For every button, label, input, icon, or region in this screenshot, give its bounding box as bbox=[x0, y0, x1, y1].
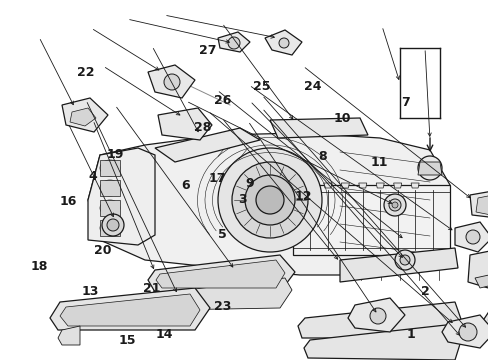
Circle shape bbox=[256, 186, 284, 214]
Text: 13: 13 bbox=[81, 285, 99, 298]
Polygon shape bbox=[454, 222, 488, 252]
Polygon shape bbox=[58, 326, 80, 345]
Polygon shape bbox=[100, 160, 120, 176]
Text: 23: 23 bbox=[213, 300, 231, 312]
Polygon shape bbox=[358, 183, 366, 188]
Polygon shape bbox=[100, 180, 120, 196]
Text: 21: 21 bbox=[142, 282, 160, 294]
Circle shape bbox=[383, 194, 405, 216]
Polygon shape bbox=[323, 183, 331, 188]
Circle shape bbox=[458, 323, 476, 341]
Polygon shape bbox=[393, 183, 401, 188]
Circle shape bbox=[218, 148, 321, 252]
Text: 4: 4 bbox=[88, 170, 97, 183]
Polygon shape bbox=[469, 188, 488, 220]
Text: 1: 1 bbox=[406, 328, 414, 341]
Polygon shape bbox=[481, 294, 488, 335]
Polygon shape bbox=[375, 183, 384, 188]
Text: 7: 7 bbox=[401, 96, 409, 109]
Polygon shape bbox=[410, 183, 418, 188]
Circle shape bbox=[244, 175, 294, 225]
Text: 26: 26 bbox=[213, 94, 231, 107]
Polygon shape bbox=[474, 264, 488, 288]
Polygon shape bbox=[292, 185, 449, 255]
Polygon shape bbox=[100, 220, 120, 236]
Polygon shape bbox=[264, 30, 302, 55]
Polygon shape bbox=[441, 315, 488, 348]
Polygon shape bbox=[62, 98, 108, 132]
Circle shape bbox=[279, 38, 288, 48]
Polygon shape bbox=[60, 294, 200, 326]
Text: 15: 15 bbox=[118, 334, 136, 347]
Text: 20: 20 bbox=[94, 244, 111, 257]
Circle shape bbox=[163, 74, 180, 90]
Circle shape bbox=[231, 162, 307, 238]
Circle shape bbox=[391, 202, 397, 208]
Polygon shape bbox=[70, 108, 96, 126]
Polygon shape bbox=[475, 192, 488, 218]
Polygon shape bbox=[218, 32, 249, 52]
Circle shape bbox=[102, 214, 124, 236]
Circle shape bbox=[227, 37, 240, 49]
Text: 25: 25 bbox=[252, 80, 270, 93]
Text: 14: 14 bbox=[155, 328, 172, 341]
Polygon shape bbox=[467, 240, 488, 295]
Text: 11: 11 bbox=[369, 156, 387, 168]
Polygon shape bbox=[417, 162, 441, 175]
Polygon shape bbox=[339, 248, 457, 282]
Polygon shape bbox=[88, 148, 155, 245]
Polygon shape bbox=[297, 302, 461, 338]
Text: 9: 9 bbox=[244, 177, 253, 190]
Polygon shape bbox=[148, 255, 294, 292]
Text: 24: 24 bbox=[304, 80, 321, 93]
Polygon shape bbox=[269, 118, 367, 138]
Polygon shape bbox=[100, 200, 120, 216]
Polygon shape bbox=[341, 183, 348, 188]
Text: 27: 27 bbox=[199, 44, 216, 57]
Text: 8: 8 bbox=[318, 150, 326, 163]
Polygon shape bbox=[158, 108, 212, 140]
Circle shape bbox=[394, 250, 414, 270]
Polygon shape bbox=[487, 300, 488, 330]
Circle shape bbox=[107, 219, 119, 231]
Text: 5: 5 bbox=[218, 228, 226, 240]
Text: 22: 22 bbox=[77, 66, 94, 78]
Text: 2: 2 bbox=[420, 285, 429, 298]
Polygon shape bbox=[304, 324, 459, 360]
Circle shape bbox=[399, 255, 409, 265]
Circle shape bbox=[417, 156, 441, 180]
Text: 6: 6 bbox=[181, 179, 190, 192]
Polygon shape bbox=[88, 133, 449, 275]
Polygon shape bbox=[347, 298, 404, 332]
Polygon shape bbox=[162, 278, 291, 310]
Circle shape bbox=[369, 308, 385, 324]
Text: 18: 18 bbox=[30, 260, 48, 273]
Polygon shape bbox=[156, 260, 285, 288]
Circle shape bbox=[465, 230, 479, 244]
Text: 10: 10 bbox=[333, 112, 350, 125]
Text: 12: 12 bbox=[294, 190, 311, 203]
Circle shape bbox=[388, 199, 400, 211]
Polygon shape bbox=[155, 128, 260, 162]
Text: 28: 28 bbox=[194, 121, 211, 134]
Text: 16: 16 bbox=[60, 195, 77, 208]
Polygon shape bbox=[148, 65, 195, 98]
Text: 3: 3 bbox=[237, 193, 246, 206]
Text: 19: 19 bbox=[106, 148, 123, 161]
Text: 17: 17 bbox=[208, 172, 226, 185]
Polygon shape bbox=[50, 288, 209, 330]
